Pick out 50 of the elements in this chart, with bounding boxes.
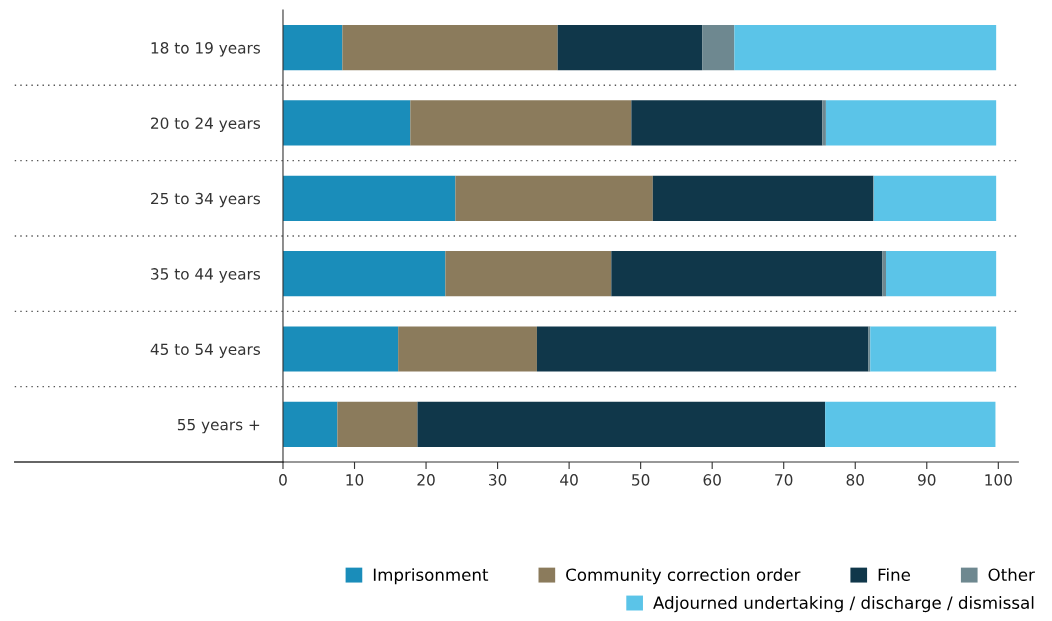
bar [455, 175, 653, 221]
y-tick-label: 25 to 34 years [151, 192, 261, 208]
bar [337, 401, 418, 447]
x-tick-label: 0 [279, 474, 287, 486]
bar [536, 326, 869, 372]
bar [410, 100, 632, 146]
bar [445, 251, 612, 297]
y-tick-label: 20 to 24 years [151, 117, 261, 132]
bar [611, 251, 883, 297]
x-tick-label: 80 [846, 474, 864, 486]
y-tick-label: 45 to 54 years [150, 343, 261, 358]
legend-label: Other [988, 568, 1035, 582]
legend-label: Imprisonment [373, 568, 489, 585]
bar [282, 401, 338, 447]
x-tick-label: 50 [632, 474, 650, 486]
legend-label: Community correction order [566, 568, 801, 585]
legend-label: Adjourned undertaking / discharge / dismissal [653, 596, 1034, 613]
y-tick-label: 18 to 19 years [151, 42, 261, 57]
bar [652, 175, 874, 221]
x-tick-label: 40 [560, 474, 578, 486]
x-tick-label: 30 [489, 474, 507, 486]
y-tick-label: 35 to 44 years [151, 268, 261, 283]
bar [868, 326, 871, 372]
bar [882, 251, 886, 297]
bar [873, 175, 997, 221]
x-tick-label: 20 [417, 474, 435, 486]
bar [886, 251, 997, 297]
bar [870, 326, 997, 372]
bar [631, 100, 823, 146]
bar [557, 25, 703, 71]
bar [398, 326, 537, 372]
x-tick-label: 70 [775, 474, 793, 486]
bar [342, 25, 558, 71]
x-tick-label: 90 [918, 474, 936, 486]
bar [734, 25, 997, 71]
bar [282, 326, 399, 372]
x-tick-label: 10 [346, 474, 364, 486]
x-tick-label: 60 [703, 474, 721, 486]
bar [417, 401, 826, 447]
bar [702, 25, 735, 71]
legend-label: Fine [878, 568, 911, 582]
bar [282, 25, 343, 71]
y-tick-label: 55 years + [177, 419, 260, 434]
x-tick-label: 100 [985, 474, 1012, 486]
bar [822, 100, 826, 146]
bar [825, 401, 996, 447]
bar [282, 100, 411, 146]
bar [282, 251, 446, 297]
bar [282, 175, 456, 221]
bar [825, 100, 997, 146]
